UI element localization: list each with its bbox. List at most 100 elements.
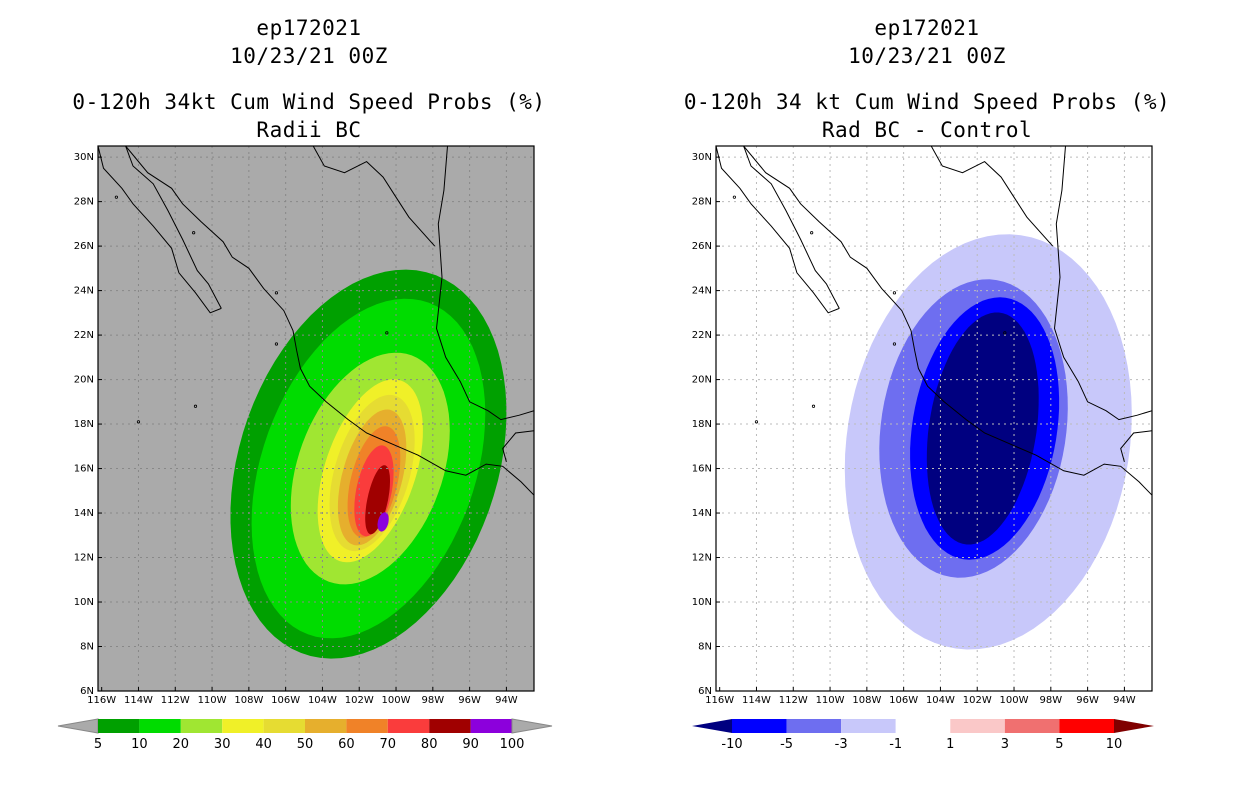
colorbar-label: 90 <box>462 737 479 752</box>
lon-tick-label: 98W <box>422 695 445 706</box>
lat-tick-label: 20N <box>74 375 94 386</box>
colorbar-label: -3 <box>835 737 848 752</box>
colorbar-label: 50 <box>297 737 314 752</box>
lat-tick-label: 18N <box>692 419 712 430</box>
colorbar-label: -1 <box>889 737 902 752</box>
colorbar-label: 60 <box>338 737 355 752</box>
lon-tick-label: 110W <box>816 695 845 706</box>
colorbar-label: 10 <box>1106 737 1123 752</box>
lat-tick-label: 20N <box>692 375 712 386</box>
lat-tick-label: 6N <box>698 686 712 697</box>
lat-tick-label: 8N <box>80 642 94 653</box>
colorbar-label: 10 <box>131 737 148 752</box>
lat-tick-label: 12N <box>74 553 94 564</box>
lat-tick-label: 22N <box>74 330 94 341</box>
colorbar-left-arrow <box>57 718 99 734</box>
lat-tick-label: 26N <box>74 241 94 252</box>
lon-tick-label: 104W <box>308 695 337 706</box>
colorbar-swatch <box>98 719 140 733</box>
lon-tick-label: 106W <box>889 695 918 706</box>
colorbar-swatch <box>895 719 951 733</box>
colorbar-swatch <box>387 719 430 733</box>
lon-tick-label: 104W <box>926 695 955 706</box>
colorbar-label: -10 <box>721 737 742 752</box>
lon-tick-label: 108W <box>234 695 263 706</box>
colorbar-swatch <box>305 719 347 733</box>
lon-tick-label: 114W <box>124 695 153 706</box>
probability-map: 116W 114W 112W 110W 108W 106W 104W 102W 100W 98W 9… <box>57 145 553 752</box>
lon-tick-label: 94W <box>495 695 518 706</box>
colorbar-swatch <box>180 719 223 733</box>
lat-tick-label: 22N <box>692 330 712 341</box>
lon-tick-label: 114W <box>742 695 771 706</box>
lat-tick-label: 6N <box>80 686 94 697</box>
panel-radii-bc: ep172021 10/23/21 00Z 0-120h 34kt Cum Wi… <box>57 16 553 752</box>
colorbar-swatch <box>263 719 305 733</box>
lon-tick-label: 116W <box>705 695 734 706</box>
lat-tick-label: 18N <box>74 419 94 430</box>
lon-tick-label: 116W <box>87 695 116 706</box>
colorbar-swatch <box>786 719 842 733</box>
colorbar-swatch <box>429 719 471 733</box>
lon-tick-label: 112W <box>161 695 190 706</box>
lon-tick-label: 100W <box>1000 695 1029 706</box>
lat-tick-label: 24N <box>74 286 94 297</box>
lat-tick-label: 26N <box>692 241 712 252</box>
colorbar-swatch <box>470 719 512 733</box>
colorbar-swatch <box>1004 719 1060 733</box>
lat-tick-label: 28N <box>74 197 94 208</box>
lat-tick-label: 10N <box>74 597 94 608</box>
colorbar-label: 40 <box>255 737 272 752</box>
lat-tick-label: 12N <box>692 553 712 564</box>
colorbar-right-arrow <box>511 718 553 734</box>
panel-rad-bc-control: ep172021 10/23/21 00Z 0-120h 34 kt Cum W… <box>618 0 1236 800</box>
plot-title: 0-120h 34 kt Cum Wind Speed Probs (%) <box>683 90 1171 114</box>
colorbar-right-arrow <box>1114 719 1154 733</box>
lat-tick-label: 30N <box>74 152 94 163</box>
colorbar-swatch <box>139 719 181 733</box>
lon-tick-label: 102W <box>963 695 992 706</box>
lon-tick-label: 110W <box>198 695 227 706</box>
colorbar-left-arrow <box>692 719 732 733</box>
contour-level-4 <box>926 312 1039 545</box>
datetime: 10/23/21 00Z <box>848 44 1006 68</box>
lat-tick-label: 28N <box>692 197 712 208</box>
plot-subtitle: Rad BC - Control <box>821 118 1033 142</box>
colorbar: -10 -5 -3 -1 1 3 5 10 <box>692 719 1154 752</box>
storm-id: ep172021 <box>256 16 362 40</box>
map-frame <box>715 145 1153 692</box>
lon-tick-label: 96W <box>458 695 481 706</box>
colorbar-label: 30 <box>214 737 231 752</box>
colorbar-label: 3 <box>1001 737 1009 752</box>
colorbar-label: 5 <box>1055 737 1063 752</box>
colorbar-label: 20 <box>173 737 190 752</box>
lon-tick-label: 100W <box>382 695 411 706</box>
colorbar-swatch <box>950 719 1005 733</box>
lon-tick-label: 94W <box>1113 695 1136 706</box>
lon-tick-label: 106W <box>271 695 300 706</box>
colorbar: 5 10 20 30 40 50 60 70 80 90 100 <box>57 718 553 752</box>
colorbar-swatch <box>841 719 896 733</box>
lat-tick-label: 16N <box>74 464 94 475</box>
colorbar-label: 1 <box>946 737 954 752</box>
lon-tick-label: 96W <box>1076 695 1099 706</box>
colorbar-swatch <box>732 719 787 733</box>
colorbar-label: 80 <box>421 737 438 752</box>
coastlines <box>98 146 534 496</box>
lat-tick-label: 16N <box>692 464 712 475</box>
colorbar-swatch <box>222 719 264 733</box>
colorbar-label: 100 <box>500 737 525 752</box>
lon-tick-label: 112W <box>779 695 808 706</box>
lat-tick-label: 24N <box>692 286 712 297</box>
coastlines <box>716 146 1152 496</box>
lat-tick-label: 30N <box>692 152 712 163</box>
gridlines <box>716 146 1152 691</box>
contour-level-10 <box>377 512 389 532</box>
map-frame <box>97 145 535 692</box>
lat-tick-label: 10N <box>692 597 712 608</box>
contour-level-9 <box>365 465 390 535</box>
contour-fills <box>230 269 507 659</box>
colorbar-label: 70 <box>380 737 397 752</box>
plot-subtitle: Radii BC <box>256 118 362 142</box>
lat-tick-label: 8N <box>698 642 712 653</box>
